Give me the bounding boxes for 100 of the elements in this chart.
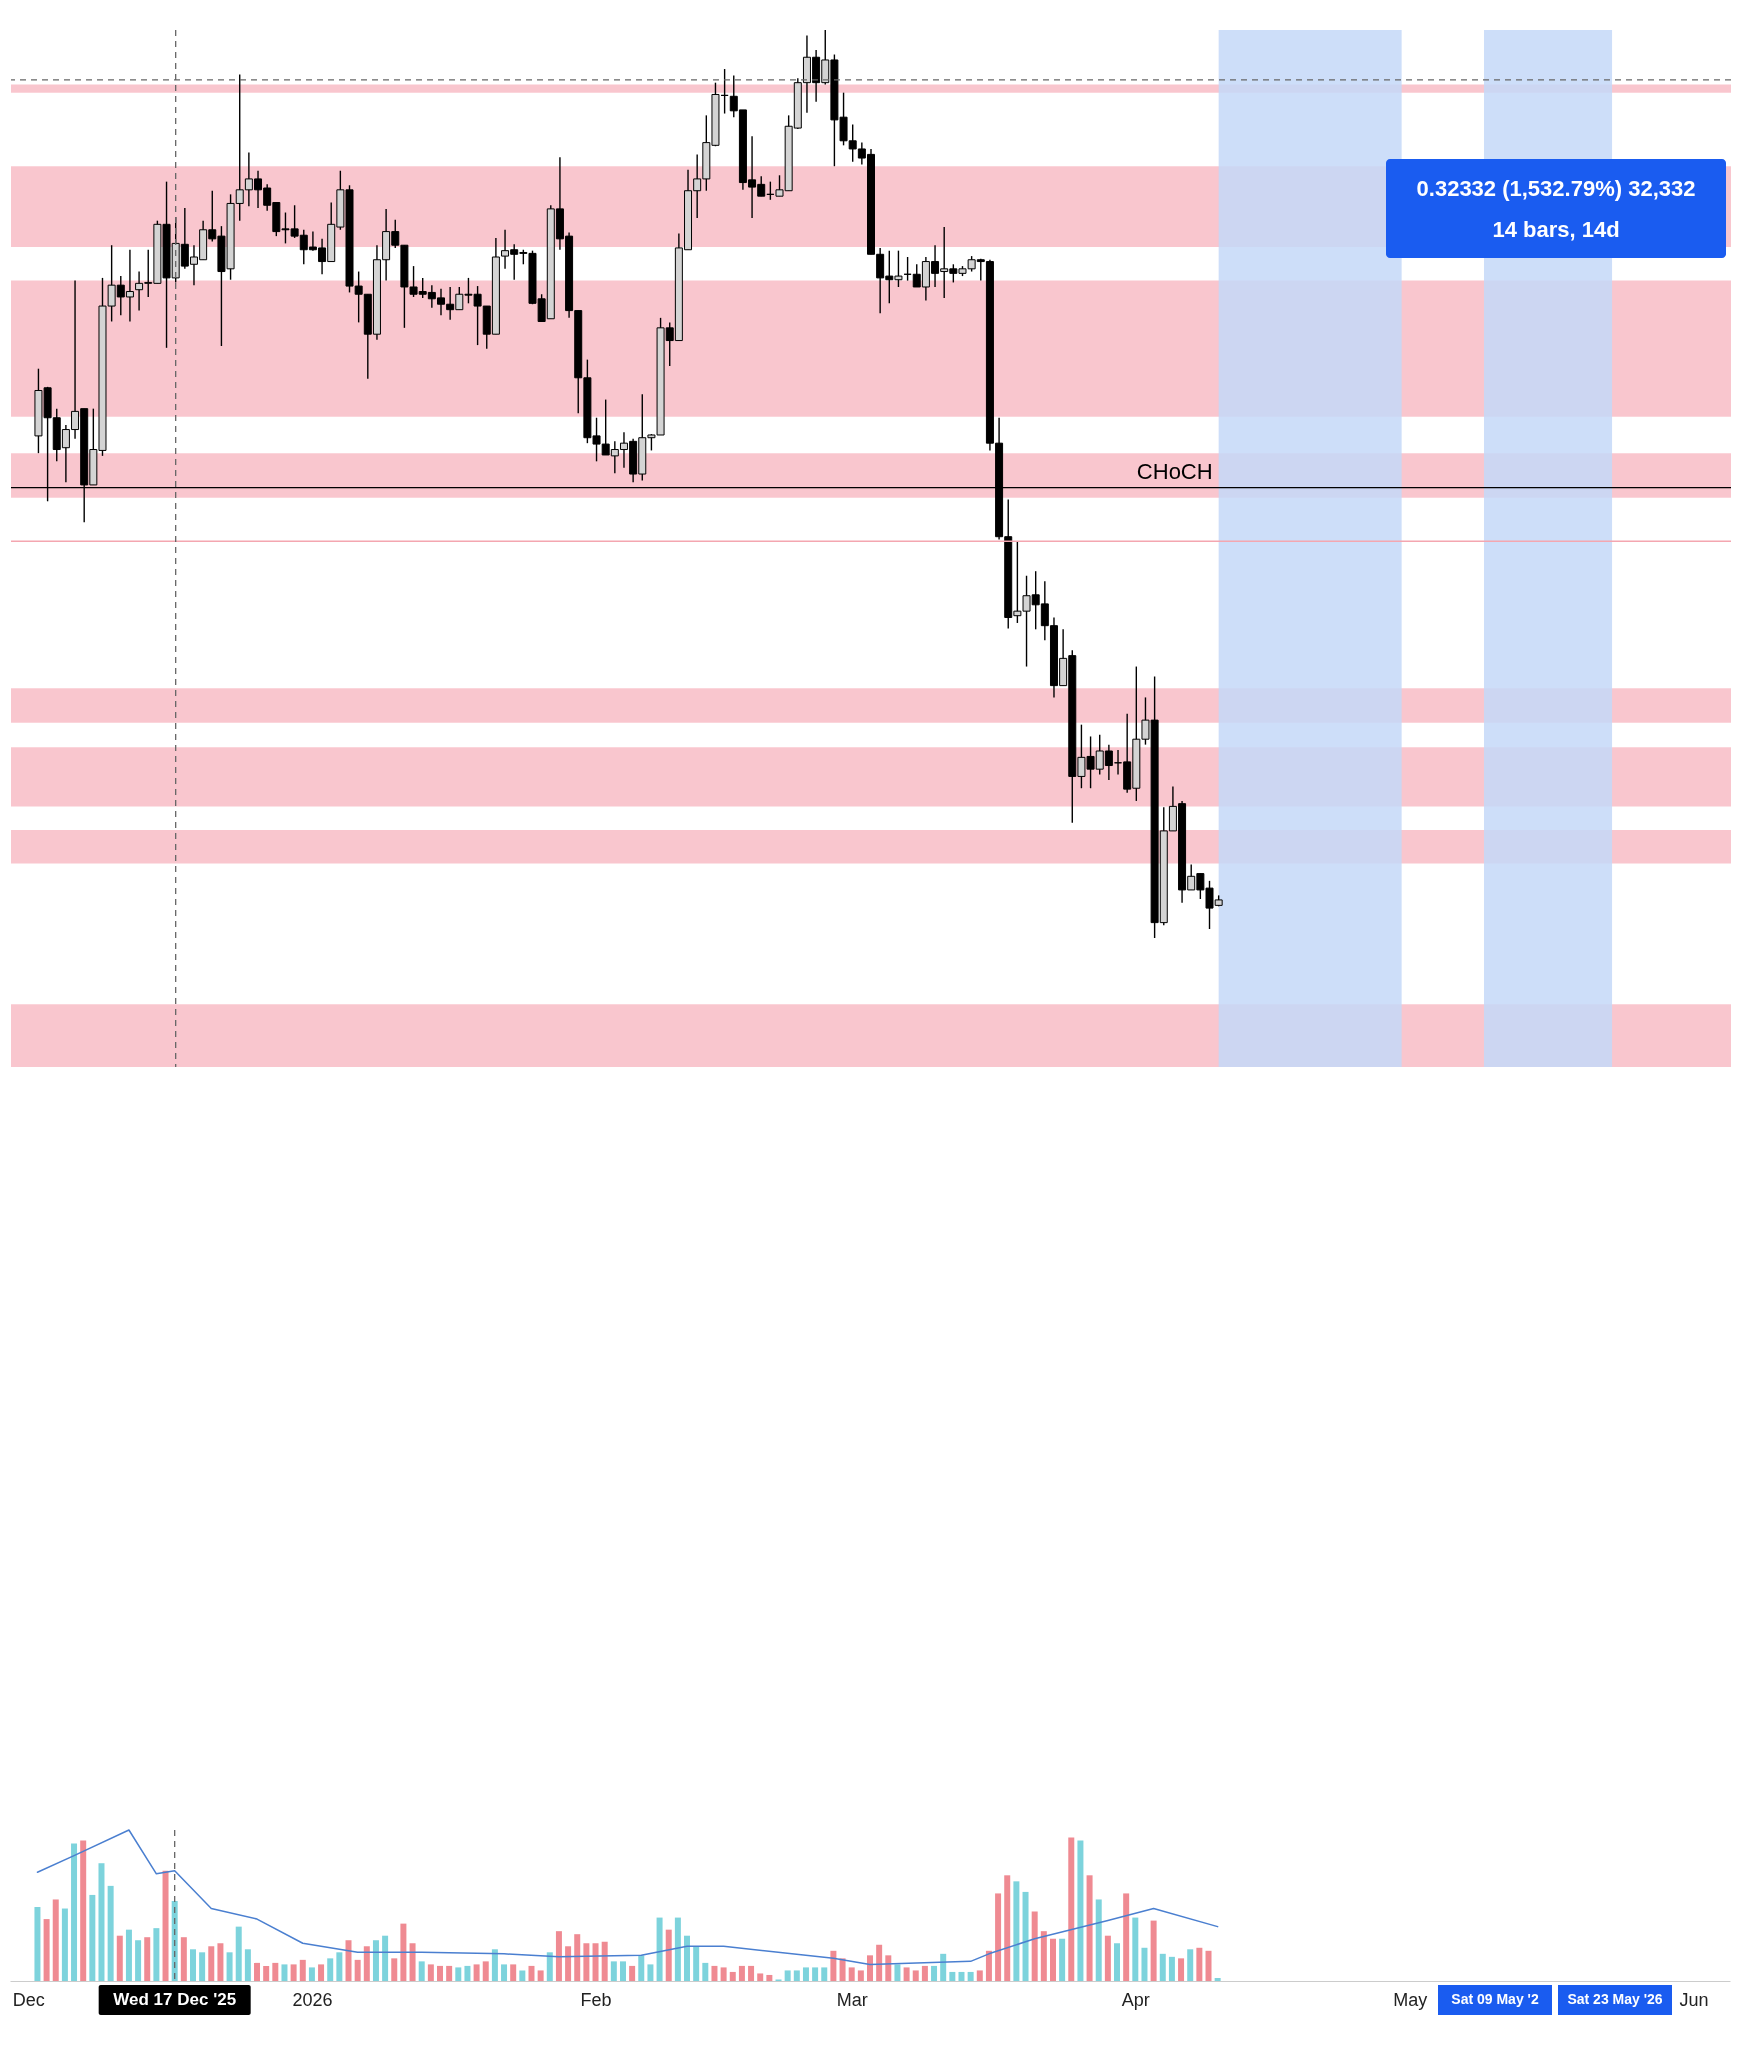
bar [363,1946,370,1981]
bar [107,1885,114,1981]
bar [446,1965,453,1981]
bar [665,1929,672,1981]
bar [720,1967,727,1981]
bar [684,1935,691,1981]
bar [912,1970,919,1981]
bar [1086,1875,1093,1981]
bar [135,1940,142,1981]
bar [427,1964,434,1981]
bar [162,1870,169,1981]
bar [52,1899,59,1981]
bar [949,1971,956,1981]
bar [34,1907,41,1981]
bar [702,1962,709,1981]
bar [1196,1947,1203,1981]
bar [464,1965,471,1981]
bar [299,1959,306,1981]
bar [748,1965,755,1981]
bar [235,1926,242,1981]
bar [839,1958,846,1981]
bar [125,1929,132,1981]
bar [98,1863,105,1981]
bar [409,1943,416,1981]
x-tick-label: Dec [12,1989,45,2010]
bar [1049,1938,1056,1981]
bar [89,1894,96,1981]
bar [647,1964,654,1981]
bar [555,1931,562,1981]
bar [418,1961,425,1981]
bar [354,1959,361,1981]
bar [144,1937,151,1981]
bar [1077,1840,1084,1981]
annotation: 14 bars, 14d [1492,217,1620,242]
bar [766,1974,773,1981]
bar [491,1949,498,1981]
bar [629,1965,636,1981]
bar [1178,1958,1185,1981]
bar [610,1961,617,1981]
bar [921,1965,928,1981]
bar [583,1943,590,1981]
bar [1022,1891,1029,1981]
ref-line-label: CHoCH [1136,458,1213,484]
bar [1095,1899,1102,1981]
bar [995,1893,1002,1981]
bar [638,1955,645,1981]
bar [171,1900,178,1981]
bar [61,1908,68,1981]
bar [711,1965,718,1981]
bar [1004,1875,1011,1981]
bar [958,1971,965,1981]
bar [757,1973,764,1981]
bar [738,1965,745,1981]
bar [802,1967,809,1981]
bar [1031,1911,1038,1981]
bar [510,1964,517,1981]
bar [985,1950,992,1981]
bar [254,1962,261,1981]
bar [619,1961,626,1981]
bar [400,1923,407,1981]
bar [857,1970,864,1981]
bar [272,1962,279,1981]
bar [601,1941,608,1981]
bar [71,1843,78,1981]
bar [867,1955,873,1981]
bar [1013,1881,1020,1981]
bar [372,1940,379,1981]
bar [327,1958,334,1981]
bar [473,1964,480,1981]
bar [592,1943,599,1981]
bar [1168,1956,1175,1981]
bar [391,1958,398,1981]
bar [894,1964,901,1981]
annotation: 0.32332 (1,532.79%) 32,332 [1416,176,1696,201]
x-tick-label: Jun [1679,1989,1709,2010]
bar [336,1952,343,1981]
bar [976,1970,983,1981]
bar [656,1917,663,1981]
bar [208,1946,215,1981]
text: Sat 23 May '26 [1567,1991,1663,2007]
bar [903,1967,910,1981]
x-tick-label: 2026 [292,1989,333,2010]
bar [1059,1938,1066,1981]
bar [1150,1920,1157,1981]
bar [848,1967,855,1981]
text: Sat 09 May '2 [1451,1991,1539,2007]
bar [482,1961,489,1981]
bar [80,1840,87,1981]
x-tick-label: May [1393,1989,1428,2010]
bar [876,1944,883,1981]
x-tick-label: Mar [836,1989,868,2010]
bar [290,1964,297,1981]
bar [308,1967,315,1981]
bar [1123,1893,1130,1981]
bar [455,1967,462,1981]
bar [43,1919,50,1981]
bar [1132,1917,1139,1981]
bar [199,1952,206,1981]
x-tick-label: Feb [580,1989,612,2010]
bar [382,1935,389,1981]
